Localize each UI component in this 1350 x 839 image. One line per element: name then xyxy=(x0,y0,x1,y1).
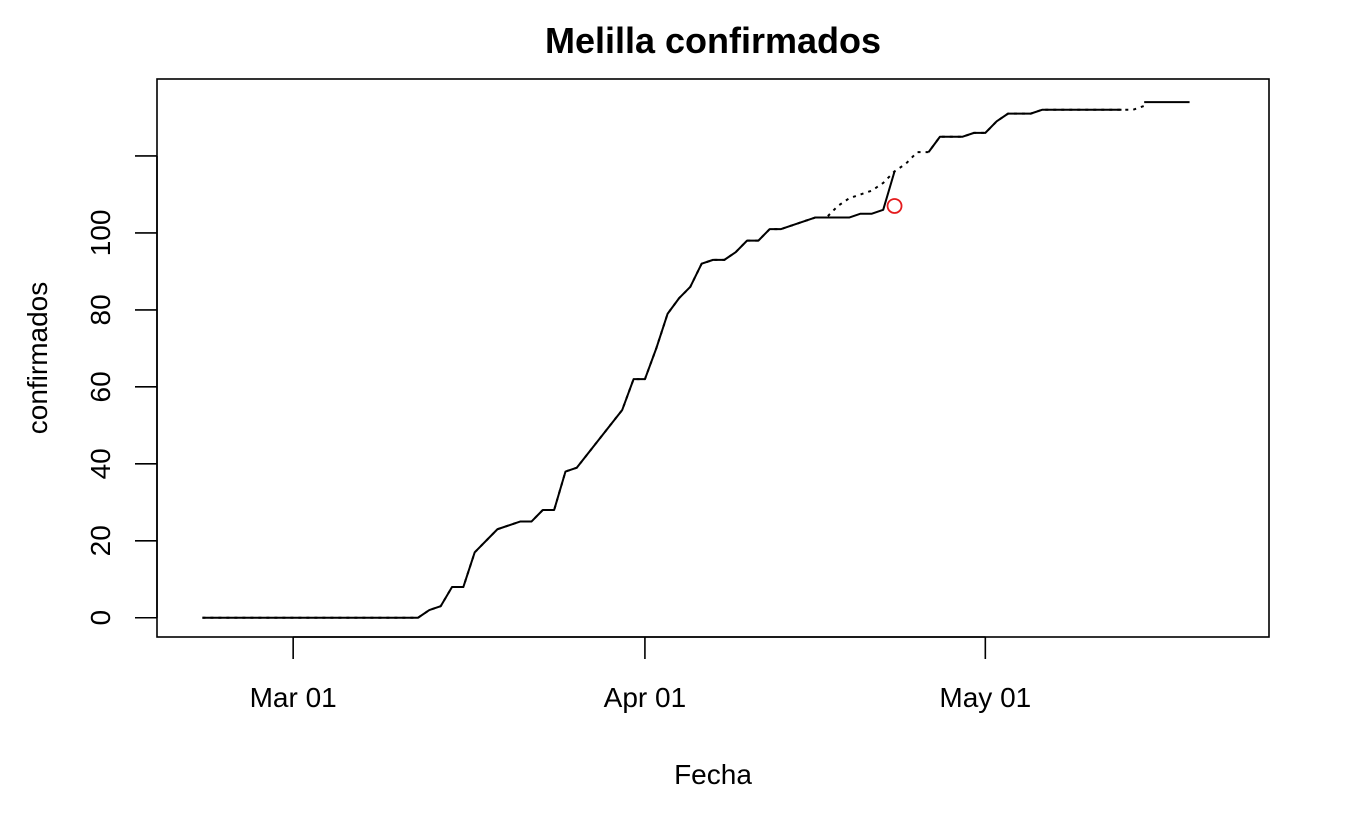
x-tick-label: May 01 xyxy=(939,682,1031,713)
y-tick-label: 100 xyxy=(85,210,116,257)
series-line-2 xyxy=(202,104,1145,619)
x-axis: Mar 01 Apr 01 May 01 xyxy=(250,636,1031,713)
x-tick-label: Apr 01 xyxy=(604,682,687,713)
chart-title: Melilla confirmados xyxy=(545,20,881,61)
y-tick-label: 80 xyxy=(85,294,116,325)
y-axis-label: confirmados xyxy=(22,282,53,435)
y-tick-label: 20 xyxy=(85,525,116,556)
highlight-layer xyxy=(886,198,903,214)
y-tick-label: 0 xyxy=(85,610,116,626)
series-layer xyxy=(202,101,1190,619)
plot-frame xyxy=(156,78,1270,638)
series-line-3 xyxy=(927,108,1122,153)
x-tick-label: Mar 01 xyxy=(250,682,337,713)
y-axis: 0 20 40 60 80 100 xyxy=(85,155,158,626)
y-tick-label: 40 xyxy=(85,448,116,479)
y-tick-label: 60 xyxy=(85,371,116,402)
x-axis-label: Fecha xyxy=(674,759,752,790)
highlight-point xyxy=(886,198,903,214)
series-line-1 xyxy=(202,171,896,619)
